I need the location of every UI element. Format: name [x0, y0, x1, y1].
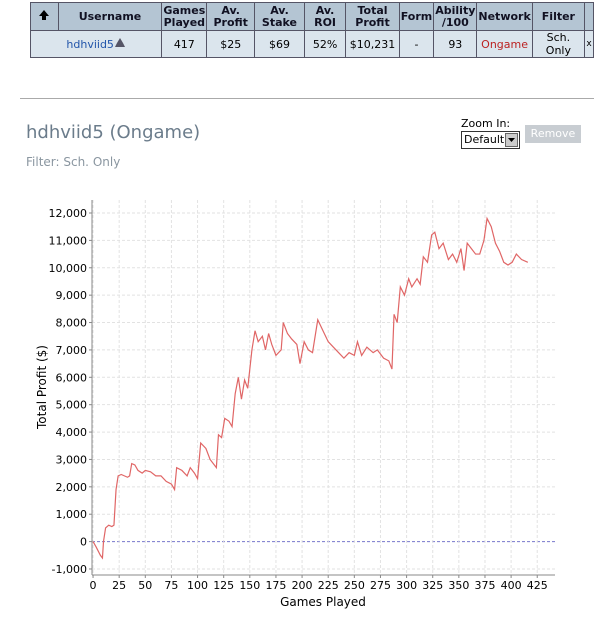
x-tick-label: 325: [422, 579, 443, 592]
cell: $25: [206, 30, 256, 58]
y-tick-label: 11,000: [49, 234, 88, 247]
y-tick-label: 10,000: [49, 262, 88, 275]
header-cell[interactable]: Av. Profit: [206, 2, 256, 31]
arrow-icon: [39, 10, 50, 20]
username-cell: hdhviid5: [29, 30, 163, 58]
x-tick-label: 75: [164, 579, 178, 592]
y-tick-label: -1,000: [52, 563, 87, 576]
header-cell[interactable]: Ability /100: [433, 2, 478, 31]
player-icon: [114, 38, 125, 47]
header-cell[interactable]: Total Profit: [345, 2, 400, 31]
profit-line: [92, 216, 529, 560]
cell: Sch. Only: [531, 30, 586, 58]
cell: $10,231: [345, 30, 400, 58]
zoom-label: Zoom In:: [461, 117, 511, 130]
zoom-select[interactable]: Default: [461, 131, 520, 149]
x-tick-label: 0: [90, 579, 97, 592]
remove-x[interactable]: x: [584, 30, 594, 58]
select-arrow: [505, 133, 518, 147]
x-tick-label: 375: [474, 579, 495, 592]
x-axis-label: Games Played: [280, 595, 366, 609]
network-cell: Ongame: [476, 30, 533, 58]
data-row: hdhviid5 417 $25 $69 52% $10,231 - 93 On…: [29, 30, 594, 58]
x-tick-label: 175: [265, 579, 286, 592]
x-tick-label: 100: [187, 579, 208, 592]
x-tick-label: 50: [138, 579, 152, 592]
y-tick-label: 6,000: [56, 371, 88, 384]
y-axis-label: Total Profit ($): [35, 345, 49, 430]
x-tick-label: 300: [396, 579, 417, 592]
arrow-icon: [508, 138, 515, 142]
y-tick-label: 4,000: [56, 426, 88, 439]
header-cell[interactable]: Games Played: [161, 2, 208, 31]
x-tick-label: 125: [213, 579, 234, 592]
cell: -: [398, 30, 435, 58]
header-cell[interactable]: Username: [57, 2, 163, 31]
y-tick-label: 0: [80, 536, 87, 549]
x-tick-label: 425: [527, 579, 548, 592]
x-tick-label: 150: [239, 579, 260, 592]
x-tick-label: 350: [448, 579, 469, 592]
cell: $69: [254, 30, 305, 58]
cell: 93: [433, 30, 478, 58]
cell: 52%: [303, 30, 347, 58]
chart: Games Played Total Profit ($) -1,00001,0…: [35, 200, 555, 609]
stats-table: Username Games Played Av. Profit Av. Sta…: [29, 2, 594, 58]
sort-icon[interactable]: [30, 2, 59, 31]
x-tick-label: 200: [292, 579, 313, 592]
filter-label: Filter: Sch. Only: [26, 155, 121, 169]
y-tick-label: 12,000: [49, 207, 88, 220]
remove-button[interactable]: Remove: [525, 125, 581, 143]
x-tick-label: 25: [112, 579, 126, 592]
divider: [20, 98, 594, 99]
header-cell[interactable]: Filter: [531, 2, 586, 31]
y-tick-label: 5,000: [56, 399, 88, 412]
header-cell[interactable]: Av. ROI: [303, 2, 347, 31]
y-tick-label: 2,000: [56, 481, 88, 494]
header-cell[interactable]: Network: [476, 2, 533, 31]
y-tick-label: 8,000: [56, 317, 88, 330]
header-cell[interactable]: Av. Stake: [254, 2, 305, 31]
x-tick-label: 400: [501, 579, 522, 592]
x-tick-label: 250: [344, 579, 365, 592]
y-tick-label: 3,000: [56, 453, 88, 466]
y-tick-label: 1,000: [56, 508, 88, 521]
y-tick-label: 9,000: [56, 289, 88, 302]
select-value: Default: [464, 133, 505, 146]
cell: 417: [161, 30, 208, 58]
username-link[interactable]: hdhviid5: [66, 38, 114, 51]
player-title: hdhviid5 (Ongame): [26, 122, 201, 143]
header-cell: [584, 2, 594, 31]
x-tick-label: 275: [370, 579, 391, 592]
x-tick-label: 225: [318, 579, 339, 592]
header-cell[interactable]: Form: [398, 2, 435, 31]
header-row: Username Games Played Av. Profit Av. Sta…: [30, 2, 594, 31]
y-tick-label: 7,000: [56, 344, 88, 357]
